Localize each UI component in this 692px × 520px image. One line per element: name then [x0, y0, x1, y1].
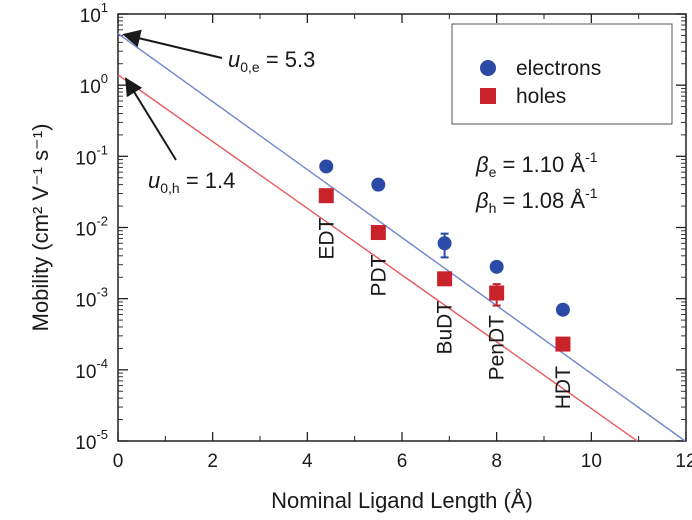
holes-point [370, 225, 386, 241]
holes-point [489, 285, 505, 301]
beta-holes-annotation: βh = 1.08 Å-1 [475, 185, 598, 216]
electrons-point [489, 259, 504, 274]
legend-marker-electrons [480, 60, 496, 76]
ligand-label: BuDT [434, 301, 457, 355]
x-tick-label: 4 [302, 451, 313, 472]
holes-fit-line [117, 74, 638, 442]
x-tick-label: 10 [581, 451, 602, 472]
y-tick-label: 10-5 [75, 427, 108, 454]
legend-marker-holes [480, 88, 496, 104]
electrons-point [319, 159, 334, 174]
electrons-fit-line [117, 33, 686, 442]
x-axis-title: Nominal Ligand Length (Å) [271, 488, 533, 513]
ligand-label: EDT [315, 218, 338, 260]
x-tick-label: 6 [397, 451, 408, 472]
legend-label-holes: holes [516, 85, 566, 108]
y-tick-label: 10-2 [75, 214, 108, 241]
x-tick-label: 2 [207, 451, 218, 472]
ligand-label: PenDT [486, 315, 509, 381]
ligand-label: PDT [367, 254, 390, 296]
beta-electrons-annotation: βe = 1.10 Å-1 [475, 149, 598, 180]
electrons-point [437, 236, 452, 251]
electrons-point [555, 302, 570, 317]
x-tick-label: 12 [675, 451, 692, 472]
ligand-label: HDT [552, 366, 575, 409]
x-tick-label: 8 [491, 451, 502, 472]
holes-point [437, 271, 453, 287]
y-tick-label: 101 [80, 0, 108, 27]
u0-electrons-arrow [122, 29, 223, 59]
y-tick-label: 100 [80, 71, 108, 98]
u0-holes-arrow [125, 77, 177, 161]
y-tick-label: 10-3 [75, 285, 108, 312]
y-tick-label: 10-1 [75, 142, 108, 169]
y-axis-title: Mobility (cm² V⁻¹ s⁻¹) [28, 124, 53, 332]
electrons-point [371, 177, 386, 192]
x-tick-label: 0 [113, 451, 124, 472]
y-tick-label: 10-4 [75, 356, 108, 383]
u0-electrons-annotation: u0,e = 5.3 [228, 47, 315, 75]
holes-point [318, 188, 334, 204]
legend-label-electrons: electrons [516, 57, 601, 80]
holes-point [555, 336, 571, 352]
u0-holes-annotation: u0,h = 1.4 [148, 168, 235, 196]
